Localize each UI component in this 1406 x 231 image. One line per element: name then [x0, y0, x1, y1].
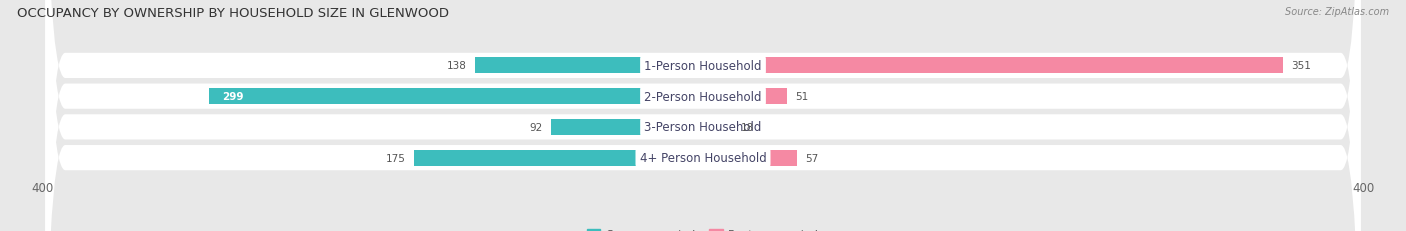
Text: 351: 351: [1291, 61, 1310, 71]
Text: 51: 51: [796, 92, 808, 102]
Text: 138: 138: [447, 61, 467, 71]
Text: 299: 299: [222, 92, 243, 102]
Text: 18: 18: [741, 122, 754, 132]
FancyBboxPatch shape: [45, 0, 1361, 231]
Text: 2-Person Household: 2-Person Household: [644, 90, 762, 103]
Bar: [413, 150, 703, 166]
FancyBboxPatch shape: [45, 0, 1361, 231]
Bar: [475, 58, 703, 74]
Text: OCCUPANCY BY OWNERSHIP BY HOUSEHOLD SIZE IN GLENWOOD: OCCUPANCY BY OWNERSHIP BY HOUSEHOLD SIZE…: [17, 7, 449, 20]
FancyBboxPatch shape: [45, 0, 1361, 231]
Text: 175: 175: [385, 153, 405, 163]
Bar: [209, 89, 703, 105]
FancyBboxPatch shape: [45, 0, 1361, 231]
Text: 1-Person Household: 1-Person Household: [644, 60, 762, 73]
Text: 3-Person Household: 3-Person Household: [644, 121, 762, 134]
Bar: [551, 119, 703, 135]
Bar: [703, 119, 733, 135]
Legend: Owner-occupied, Renter-occupied: Owner-occupied, Renter-occupied: [582, 224, 824, 231]
Text: 4+ Person Household: 4+ Person Household: [640, 152, 766, 164]
Text: Source: ZipAtlas.com: Source: ZipAtlas.com: [1285, 7, 1389, 17]
Bar: [703, 150, 797, 166]
Bar: [703, 58, 1282, 74]
Bar: [703, 89, 787, 105]
Text: 92: 92: [530, 122, 543, 132]
Text: 57: 57: [806, 153, 818, 163]
